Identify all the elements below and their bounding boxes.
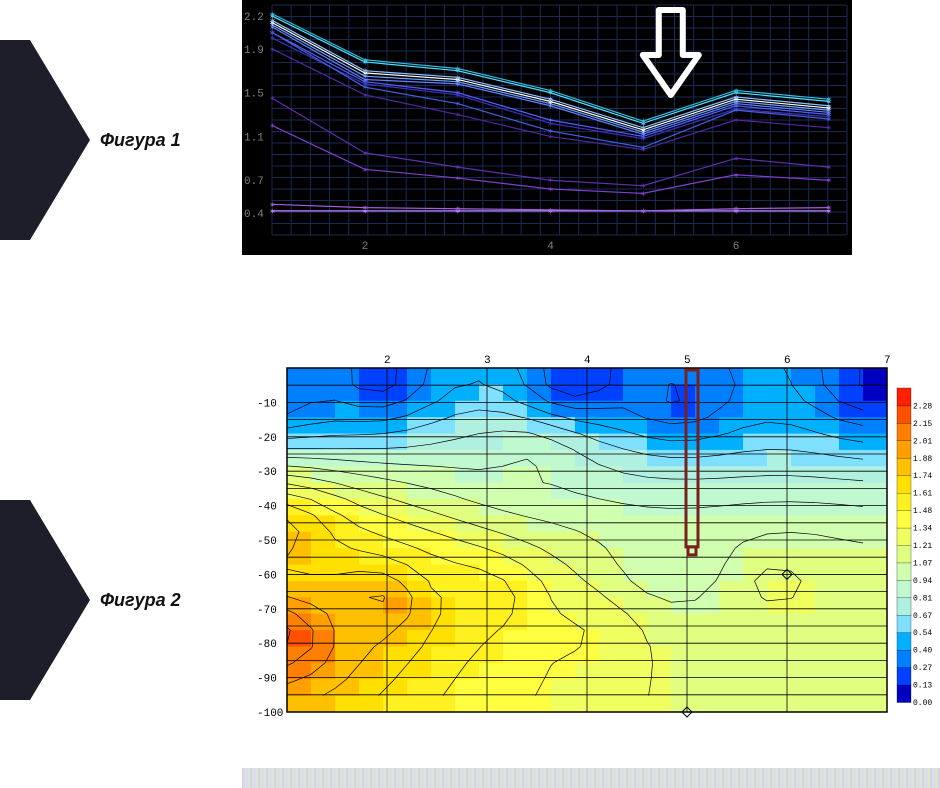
svg-text:-30: -30 [257, 467, 277, 479]
svg-text:0.7: 0.7 [244, 176, 264, 188]
svg-text:0.27: 0.27 [913, 664, 932, 673]
svg-text:✶: ✶ [733, 205, 740, 214]
svg-text:✶: ✶ [269, 121, 276, 130]
svg-text:✶: ✶ [640, 182, 647, 191]
svg-text:✶: ✶ [547, 185, 554, 194]
svg-text:2.01: 2.01 [913, 437, 932, 446]
svg-text:✶: ✶ [733, 171, 740, 180]
svg-text:7: 7 [884, 355, 891, 367]
svg-text:✶: ✶ [454, 100, 461, 109]
svg-text:2.28: 2.28 [913, 402, 932, 411]
svg-text:0.00: 0.00 [913, 699, 932, 708]
figure1-chart: 0.40.71.11.51.92.2 246 ✶✶✶✶✶✶✶✶✶✶✶✶✶✶✶✶✶… [242, 0, 852, 255]
svg-text:1.48: 1.48 [913, 507, 932, 516]
svg-text:-50: -50 [257, 536, 277, 548]
svg-text:✶: ✶ [825, 163, 832, 172]
noise-strip [242, 768, 940, 788]
svg-text:1.1: 1.1 [244, 132, 264, 144]
svg-text:6: 6 [733, 241, 740, 253]
svg-text:-70: -70 [257, 605, 277, 617]
svg-text:✶: ✶ [454, 111, 461, 120]
svg-text:✶: ✶ [362, 204, 369, 213]
svg-text:✶: ✶ [362, 149, 369, 158]
svg-text:0.67: 0.67 [913, 612, 932, 621]
figure1-svg: 0.40.71.11.51.92.2 246 ✶✶✶✶✶✶✶✶✶✶✶✶✶✶✶✶✶… [242, 0, 852, 255]
svg-text:✶: ✶ [825, 204, 832, 213]
svg-text:✶: ✶ [640, 117, 647, 126]
svg-text:-80: -80 [257, 639, 277, 651]
svg-text:0.94: 0.94 [913, 577, 932, 586]
svg-text:0.13: 0.13 [913, 682, 932, 691]
svg-text:0.54: 0.54 [913, 629, 932, 638]
svg-text:✶: ✶ [547, 116, 554, 125]
svg-text:✶: ✶ [547, 176, 554, 185]
svg-text:0.81: 0.81 [913, 594, 932, 603]
svg-text:✶: ✶ [454, 65, 461, 74]
svg-text:✶: ✶ [269, 28, 276, 37]
svg-text:0.4: 0.4 [244, 209, 264, 221]
svg-text:✶: ✶ [547, 127, 554, 136]
svg-text:-10: -10 [257, 398, 277, 410]
svg-text:✶: ✶ [362, 91, 369, 100]
svg-text:1.5: 1.5 [244, 89, 264, 101]
svg-text:2.15: 2.15 [913, 420, 932, 429]
svg-text:✶: ✶ [269, 10, 276, 19]
svg-text:✶: ✶ [547, 206, 554, 215]
svg-text:-60: -60 [257, 570, 277, 582]
chevron-decor-1 [0, 40, 90, 240]
svg-text:✶: ✶ [269, 45, 276, 54]
svg-text:1.9: 1.9 [244, 45, 264, 57]
figure2-chart: 2 3 4 5 6 7 -10 -20 -30 -40 -50 -60 -70 -80 -90 -100 0… [242, 350, 940, 720]
svg-text:✶: ✶ [733, 116, 740, 125]
svg-text:✶: ✶ [825, 124, 832, 133]
svg-text:5: 5 [684, 355, 691, 367]
svg-text:-100: -100 [257, 708, 283, 720]
svg-text:✶: ✶ [640, 207, 647, 216]
svg-text:1.21: 1.21 [913, 542, 932, 551]
svg-text:✶: ✶ [362, 56, 369, 65]
svg-text:✶: ✶ [269, 94, 276, 103]
svg-text:4: 4 [584, 355, 591, 367]
svg-text:1.88: 1.88 [913, 455, 932, 464]
svg-text:-20: -20 [257, 433, 277, 445]
figure2-svg: 2 3 4 5 6 7 -10 -20 -30 -40 -50 -60 -70 -80 -90 -100 0… [242, 350, 940, 720]
svg-text:2: 2 [362, 241, 369, 253]
svg-text:1.74: 1.74 [913, 472, 932, 481]
figure2-label: Фигура 2 [100, 590, 181, 611]
svg-text:2.2: 2.2 [244, 12, 264, 24]
svg-text:2: 2 [384, 355, 391, 367]
svg-text:✶: ✶ [362, 165, 369, 174]
svg-text:✶: ✶ [362, 83, 369, 92]
svg-text:✶: ✶ [733, 86, 740, 95]
svg-text:1.61: 1.61 [913, 490, 932, 499]
svg-text:✶: ✶ [269, 200, 276, 209]
svg-text:✶: ✶ [640, 143, 647, 152]
svg-text:✶: ✶ [362, 67, 369, 76]
svg-text:✶: ✶ [454, 89, 461, 98]
svg-text:-40: -40 [257, 502, 277, 514]
svg-text:1.34: 1.34 [913, 525, 932, 534]
chevron-decor-2 [0, 500, 90, 700]
svg-text:3: 3 [484, 355, 491, 367]
svg-text:6: 6 [784, 355, 791, 367]
svg-text:✶: ✶ [640, 189, 647, 198]
svg-text:✶: ✶ [825, 176, 832, 185]
svg-text:✶: ✶ [454, 174, 461, 183]
svg-text:4: 4 [547, 241, 554, 253]
svg-text:✶: ✶ [454, 163, 461, 172]
svg-text:1.07: 1.07 [913, 559, 932, 568]
figure1-label: Фигура 1 [100, 130, 181, 151]
svg-text:✶: ✶ [454, 205, 461, 214]
svg-text:✶: ✶ [733, 106, 740, 115]
svg-text:0.40: 0.40 [913, 647, 932, 656]
svg-text:✶: ✶ [733, 154, 740, 163]
svg-text:✶: ✶ [825, 95, 832, 104]
svg-text:✶: ✶ [547, 86, 554, 95]
svg-text:-90: -90 [257, 674, 277, 686]
svg-text:✶: ✶ [825, 115, 832, 124]
